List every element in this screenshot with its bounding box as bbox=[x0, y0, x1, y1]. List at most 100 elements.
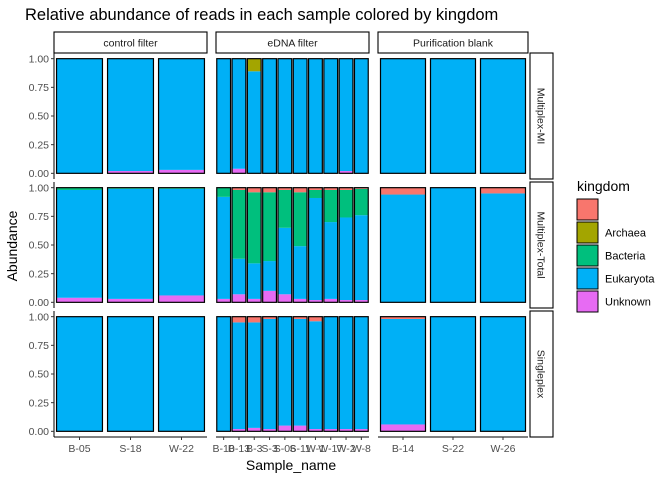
bar-segment-eukaryota bbox=[480, 316, 526, 432]
bar-outline bbox=[338, 58, 354, 174]
legend-label-archaea: Archaea bbox=[605, 228, 647, 240]
bar-segment-eukaryota bbox=[293, 246, 308, 299]
bar-outline bbox=[307, 187, 323, 303]
bar-outline bbox=[429, 187, 477, 303]
facet-strips: control filter eDNA filter Purification bl… bbox=[53, 31, 554, 438]
bar-outline bbox=[262, 187, 278, 303]
facet-strip-multiplex-mi: Multiplex-MI bbox=[535, 88, 547, 145]
bar-outline bbox=[157, 187, 206, 303]
bar-segment-unknown bbox=[354, 300, 369, 303]
x-tick-label-s-3: S-3 bbox=[261, 443, 278, 455]
y-tick-label: 1.00 bbox=[29, 53, 50, 65]
bar-outline bbox=[479, 58, 527, 174]
legend-label-unknown: Unknown bbox=[605, 297, 651, 309]
bar-segment-unknown bbox=[232, 168, 246, 174]
bar-segment-unknown bbox=[323, 298, 338, 303]
bar-segment-eukaryota bbox=[293, 318, 308, 426]
x-tick-label-w-1: W-1 bbox=[306, 443, 325, 455]
bar-segment-unknown bbox=[308, 429, 323, 432]
bar-outline bbox=[323, 187, 339, 303]
bar-outline bbox=[277, 58, 293, 174]
bar-segment-eukaryota bbox=[107, 58, 154, 172]
x-tick-label-w-26: W-26 bbox=[491, 443, 516, 455]
bar-segment-na bbox=[380, 187, 426, 195]
bar-outline bbox=[246, 58, 262, 174]
bar-segment-unknown bbox=[56, 297, 103, 303]
y-tick-label: 0.00 bbox=[29, 297, 50, 309]
facet-strip-edna-filter: eDNA filter bbox=[267, 38, 318, 50]
bar-outline bbox=[479, 316, 527, 432]
bar-segment-unknown bbox=[354, 429, 369, 432]
bar-segment-eukaryota bbox=[354, 58, 369, 174]
bar-segment-eukaryota bbox=[430, 58, 476, 174]
bar-outline bbox=[216, 316, 232, 432]
bar-outline bbox=[277, 316, 293, 432]
bar-outline bbox=[429, 58, 477, 174]
bar-segment-unknown bbox=[232, 294, 246, 303]
x-tick-label-w-8: W-8 bbox=[352, 443, 371, 455]
bar-outline bbox=[55, 316, 104, 432]
y-tick-label: 0.25 bbox=[29, 268, 50, 280]
legend-label-eukaryota: Eukaryota bbox=[605, 274, 655, 286]
x-tick-label-w-17: W-17 bbox=[318, 443, 343, 455]
bar-segment-unknown bbox=[380, 424, 426, 432]
bar-segment-na bbox=[380, 316, 426, 319]
y-tick-label: 0.25 bbox=[29, 139, 50, 151]
bar-segment-eukaryota bbox=[216, 196, 231, 299]
bar-segment-unknown bbox=[216, 298, 231, 303]
facet-strip-control-filter-box bbox=[53, 31, 208, 54]
bar-segment-eukaryota bbox=[323, 58, 338, 174]
bar-outline bbox=[307, 316, 323, 432]
bar-segment-eukaryota bbox=[339, 316, 353, 430]
bar-segment-eukaryota bbox=[56, 58, 103, 174]
bar-segment-na bbox=[339, 187, 353, 190]
bar-outline bbox=[55, 187, 104, 303]
legend-key-unknown bbox=[576, 290, 599, 313]
bar-outline bbox=[246, 187, 262, 303]
legend-key-archaea bbox=[576, 221, 599, 244]
bar-outline bbox=[292, 58, 308, 174]
bar-outline bbox=[231, 58, 247, 174]
y-tick-label: 0.00 bbox=[29, 168, 50, 180]
bar-segment-eukaryota bbox=[216, 58, 231, 174]
legend-key-eukaryota bbox=[576, 267, 599, 290]
bar-segment-unknown bbox=[323, 429, 338, 432]
y-tick-label: 0.00 bbox=[29, 426, 50, 438]
bar-segment-unknown bbox=[262, 429, 277, 432]
bar-segment-unknown bbox=[293, 298, 308, 303]
x-tick-label-b-3: B-3 bbox=[246, 443, 263, 455]
bar-outline bbox=[216, 58, 232, 174]
bar-segment-eukaryota bbox=[262, 261, 277, 291]
bar-segment-unknown bbox=[158, 295, 205, 303]
y-tick-label: 0.75 bbox=[29, 82, 50, 94]
bar-segment-unknown bbox=[247, 298, 262, 303]
legend-key-bacteria bbox=[576, 244, 599, 267]
y-tick-label: 0.50 bbox=[29, 111, 50, 123]
bar-segment-na bbox=[262, 187, 277, 193]
bar-segment-eukaryota bbox=[232, 258, 246, 295]
bar-segment-eukaryota bbox=[277, 316, 292, 426]
y-tick-label: 0.50 bbox=[29, 240, 50, 252]
bar-segment-unknown bbox=[232, 429, 246, 432]
bar-segment-eukaryota bbox=[380, 58, 426, 174]
bar-outline bbox=[292, 316, 308, 432]
facet-grid bbox=[55, 58, 527, 432]
x-tick-label-w-22: W-22 bbox=[169, 443, 194, 455]
y-tick-label: 0.75 bbox=[29, 211, 50, 223]
bar-segment-eukaryota bbox=[430, 187, 476, 303]
x-tick-label-b-13: B-13 bbox=[228, 443, 250, 455]
bar-segment-eukaryota bbox=[158, 58, 205, 170]
legend-key-na bbox=[576, 198, 599, 221]
x-tick-label-b-05: B-05 bbox=[68, 443, 90, 455]
bar-segment-unknown bbox=[107, 298, 154, 303]
facet-strip-control-filter: control filter bbox=[103, 38, 158, 50]
bar-segment-bacteria bbox=[354, 188, 369, 216]
bar-segment-bacteria bbox=[262, 192, 277, 262]
bar-segment-na bbox=[293, 316, 308, 319]
bar-outline bbox=[157, 316, 206, 432]
y-tick-label: 1.00 bbox=[29, 311, 50, 323]
bar-segment-eukaryota bbox=[56, 316, 103, 432]
bar-segment-eukaryota bbox=[247, 322, 262, 428]
bar-segment-unknown bbox=[293, 425, 308, 432]
bar-segment-eukaryota bbox=[277, 227, 292, 295]
